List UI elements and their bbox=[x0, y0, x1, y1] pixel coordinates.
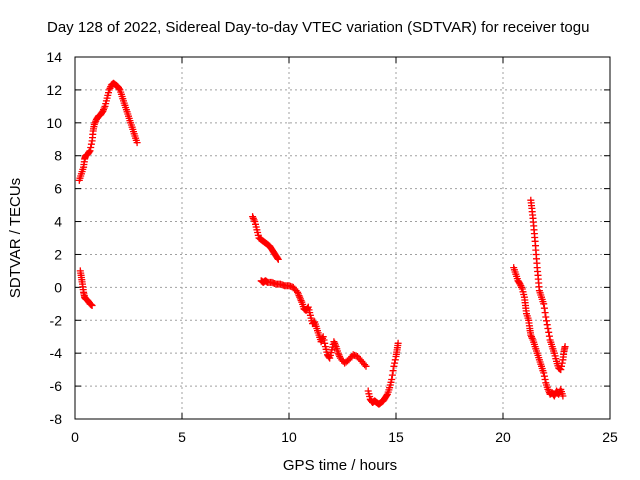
data-points bbox=[75, 79, 569, 408]
data-point bbox=[105, 86, 113, 94]
data-point bbox=[390, 362, 398, 370]
data-point bbox=[295, 292, 303, 300]
x-tick-label: 20 bbox=[495, 429, 511, 445]
data-point bbox=[361, 361, 369, 369]
data-point bbox=[274, 254, 282, 262]
y-tick-label: 4 bbox=[54, 214, 62, 230]
y-tick-label: -6 bbox=[50, 378, 63, 394]
x-axis: 0 5 10 15 20 25 bbox=[71, 57, 618, 445]
y-tick-label: 8 bbox=[54, 148, 62, 164]
data-point bbox=[540, 304, 548, 312]
data-point bbox=[99, 107, 107, 115]
data-point bbox=[325, 353, 333, 361]
data-point bbox=[87, 144, 95, 151]
data-point bbox=[389, 367, 397, 375]
plot-frame bbox=[74, 56, 611, 420]
data-point bbox=[545, 328, 553, 336]
x-tick-label: 25 bbox=[602, 429, 618, 445]
data-point bbox=[87, 140, 95, 148]
data-point bbox=[527, 331, 535, 339]
data-point bbox=[558, 359, 566, 367]
data-point bbox=[542, 313, 550, 321]
data-point bbox=[541, 309, 549, 317]
y-axis-label: SDTVAR / TECUs bbox=[7, 178, 24, 298]
data-point bbox=[391, 359, 399, 367]
x-tick-label: 15 bbox=[388, 429, 404, 445]
data-point bbox=[133, 139, 141, 147]
data-point bbox=[559, 392, 567, 400]
data-point bbox=[86, 147, 94, 155]
data-point bbox=[540, 372, 548, 380]
chart-title: Day 128 of 2022, Sidereal Day-to-day VTE… bbox=[47, 19, 589, 36]
data-point bbox=[88, 302, 96, 309]
data-point bbox=[91, 119, 99, 127]
data-point bbox=[249, 214, 257, 222]
data-point bbox=[541, 376, 549, 383]
x-tick-label: 5 bbox=[178, 429, 186, 445]
y-tick-label: -4 bbox=[50, 345, 63, 361]
data-point bbox=[528, 334, 536, 342]
data-point bbox=[388, 371, 396, 379]
y-tick-label: 0 bbox=[54, 279, 62, 295]
data-point bbox=[544, 385, 552, 393]
y-axis: -8 -6 -4 -2 0 2 4 6 8 10 12 14 bbox=[46, 49, 610, 427]
y-tick-label: 2 bbox=[54, 246, 62, 262]
y-tick-label: 6 bbox=[54, 181, 62, 197]
data-point bbox=[557, 366, 565, 374]
data-point bbox=[296, 295, 304, 303]
y-tick-label: -2 bbox=[50, 312, 63, 328]
data-point bbox=[394, 339, 402, 347]
data-point bbox=[85, 148, 93, 156]
grid bbox=[75, 57, 610, 419]
data-point bbox=[330, 338, 338, 346]
data-point bbox=[545, 332, 553, 340]
y-tick-label: 10 bbox=[46, 115, 62, 131]
data-point bbox=[274, 255, 282, 263]
data-point bbox=[558, 362, 565, 370]
data-point bbox=[334, 349, 342, 357]
data-point bbox=[561, 343, 569, 351]
data-point bbox=[540, 369, 548, 377]
data-point bbox=[516, 280, 524, 288]
data-point bbox=[331, 341, 339, 349]
data-point bbox=[543, 317, 550, 325]
data-point bbox=[540, 300, 548, 308]
data-point bbox=[543, 321, 551, 329]
data-point bbox=[388, 376, 396, 383]
data-point bbox=[250, 216, 258, 224]
data-point bbox=[321, 339, 329, 347]
x-tick-label: 10 bbox=[281, 429, 297, 445]
data-point bbox=[100, 104, 108, 112]
x-tick-label: 0 bbox=[71, 429, 79, 445]
data-point bbox=[362, 362, 370, 370]
data-point bbox=[383, 391, 391, 399]
data-point bbox=[115, 85, 123, 93]
data-point bbox=[518, 283, 525, 291]
data-point bbox=[319, 333, 327, 341]
y-tick-label: 12 bbox=[46, 82, 62, 98]
data-point bbox=[294, 288, 302, 296]
data-point bbox=[544, 325, 552, 332]
x-axis-label: GPS time / hours bbox=[283, 457, 397, 474]
y-tick-label: 14 bbox=[46, 49, 62, 65]
data-point bbox=[320, 336, 328, 344]
data-point bbox=[391, 356, 399, 364]
y-tick-label: -8 bbox=[50, 411, 63, 427]
